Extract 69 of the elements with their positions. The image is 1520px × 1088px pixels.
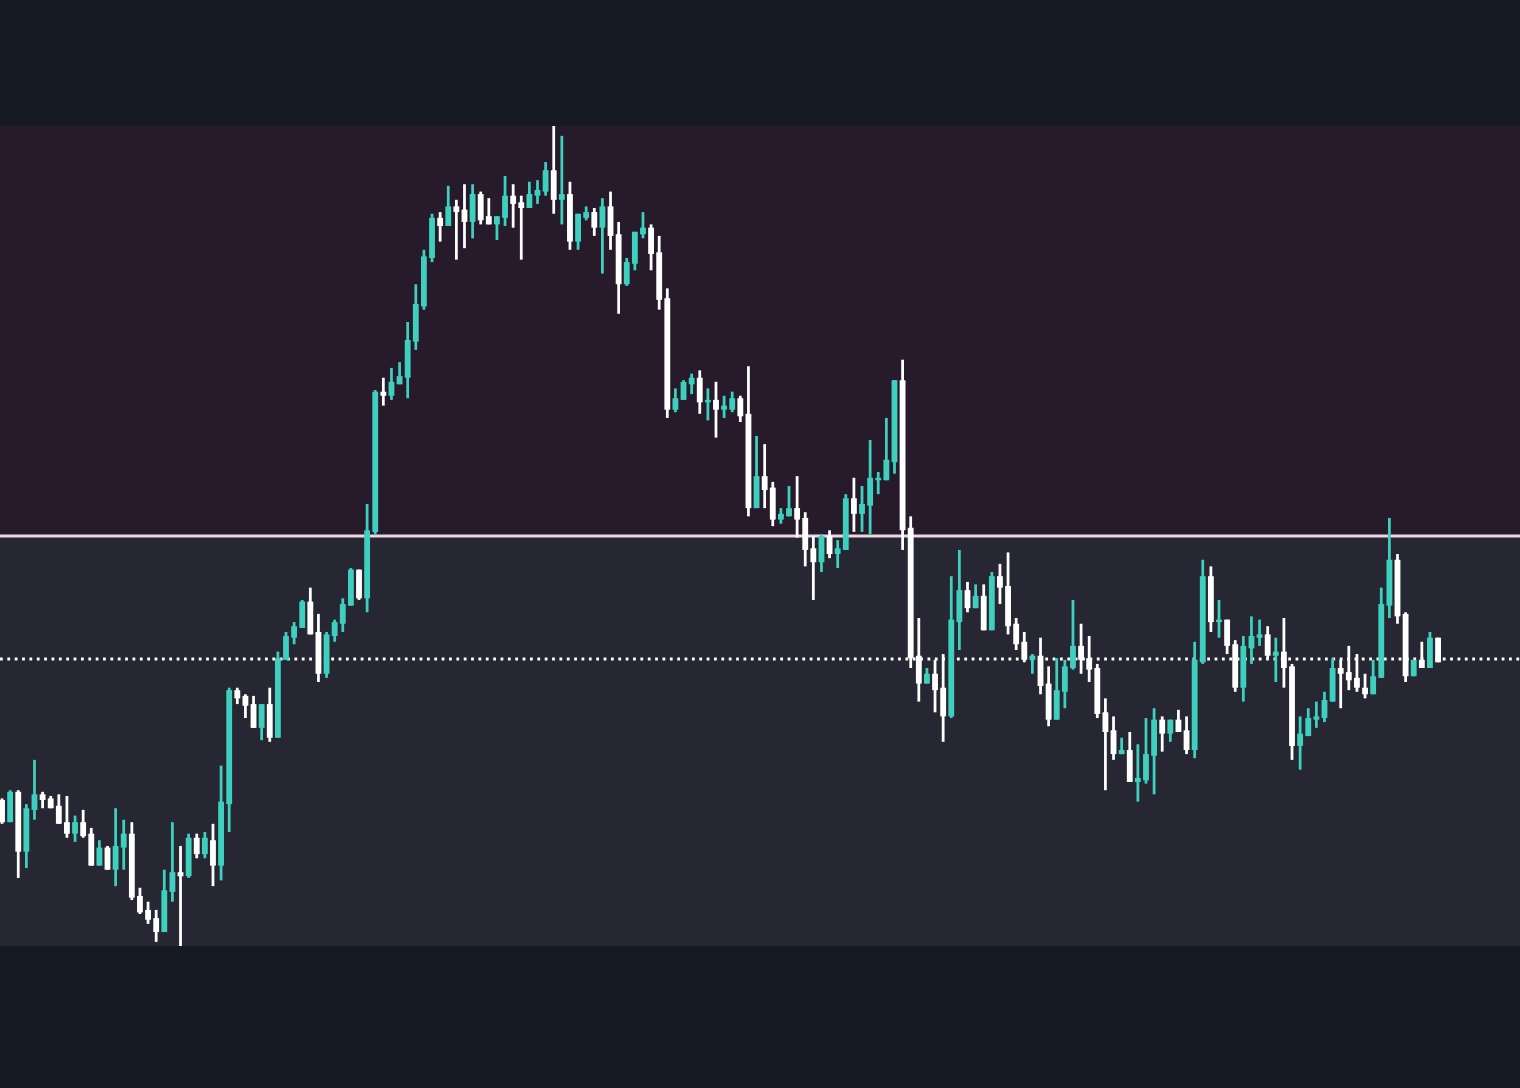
candlestick — [120, 818, 127, 872]
candlestick — [769, 480, 776, 528]
candlestick — [1427, 630, 1433, 670]
candlestick — [729, 390, 736, 414]
candlestick — [445, 184, 452, 228]
candlestick — [567, 180, 573, 252]
candlestick — [1362, 672, 1368, 700]
candlestick — [1240, 634, 1247, 704]
candlestick — [145, 900, 151, 926]
candlestick — [266, 686, 273, 744]
candlestick — [502, 174, 508, 228]
candlestick — [980, 582, 987, 632]
candlestick — [64, 794, 70, 840]
candlestick — [859, 484, 865, 534]
candlestick — [210, 822, 216, 888]
candlestick — [721, 394, 728, 420]
candlestick — [299, 598, 306, 630]
candlestick — [1126, 730, 1133, 784]
candlestick — [153, 908, 160, 944]
candlestick — [23, 802, 30, 870]
candlestick — [850, 476, 857, 534]
candlestick — [940, 652, 947, 744]
candlestick — [1143, 716, 1149, 786]
candlestick — [1005, 551, 1011, 636]
candlestick — [786, 484, 792, 518]
candlestick — [696, 368, 703, 416]
candlestick — [380, 376, 387, 408]
candlestick — [1029, 652, 1036, 676]
candlestick — [1151, 706, 1158, 796]
candlestick — [558, 134, 565, 226]
candlestick — [1159, 715, 1166, 754]
candlestick — [201, 830, 208, 860]
candlestick — [1134, 742, 1141, 804]
candlestick — [1207, 564, 1214, 634]
candlestick — [510, 182, 517, 230]
candlestick — [437, 210, 444, 244]
candlestick — [193, 832, 200, 860]
candlestick — [1256, 618, 1263, 648]
candlestick — [1297, 715, 1304, 772]
candlestick — [599, 196, 606, 275]
candlestick — [1313, 700, 1320, 730]
candlestick — [575, 212, 581, 252]
candlestick — [1345, 644, 1352, 692]
candlestick — [550, 126, 557, 216]
candlestick — [356, 568, 362, 602]
candlestick — [55, 792, 62, 826]
candlestick — [1053, 656, 1060, 722]
candlestick — [867, 438, 874, 536]
candlestick — [713, 380, 719, 439]
candlestick — [258, 702, 265, 742]
candlestick — [1045, 664, 1052, 728]
candlestick — [672, 387, 679, 414]
candlestick — [96, 838, 103, 868]
candlestick — [161, 868, 168, 934]
candlestick — [1272, 636, 1279, 684]
candlestick — [112, 806, 119, 888]
candlestick — [1418, 640, 1425, 670]
candlestick — [453, 198, 460, 262]
candlestick — [591, 206, 598, 238]
candlestick — [477, 190, 484, 226]
candlestick — [469, 182, 476, 240]
candlestick — [542, 160, 549, 198]
candlestick — [485, 196, 492, 226]
candlestick — [185, 832, 192, 880]
candlestick — [72, 814, 78, 844]
candlestick — [688, 372, 695, 396]
candlestick — [7, 788, 14, 824]
candlestick — [0, 797, 5, 826]
candlestick — [526, 180, 533, 210]
